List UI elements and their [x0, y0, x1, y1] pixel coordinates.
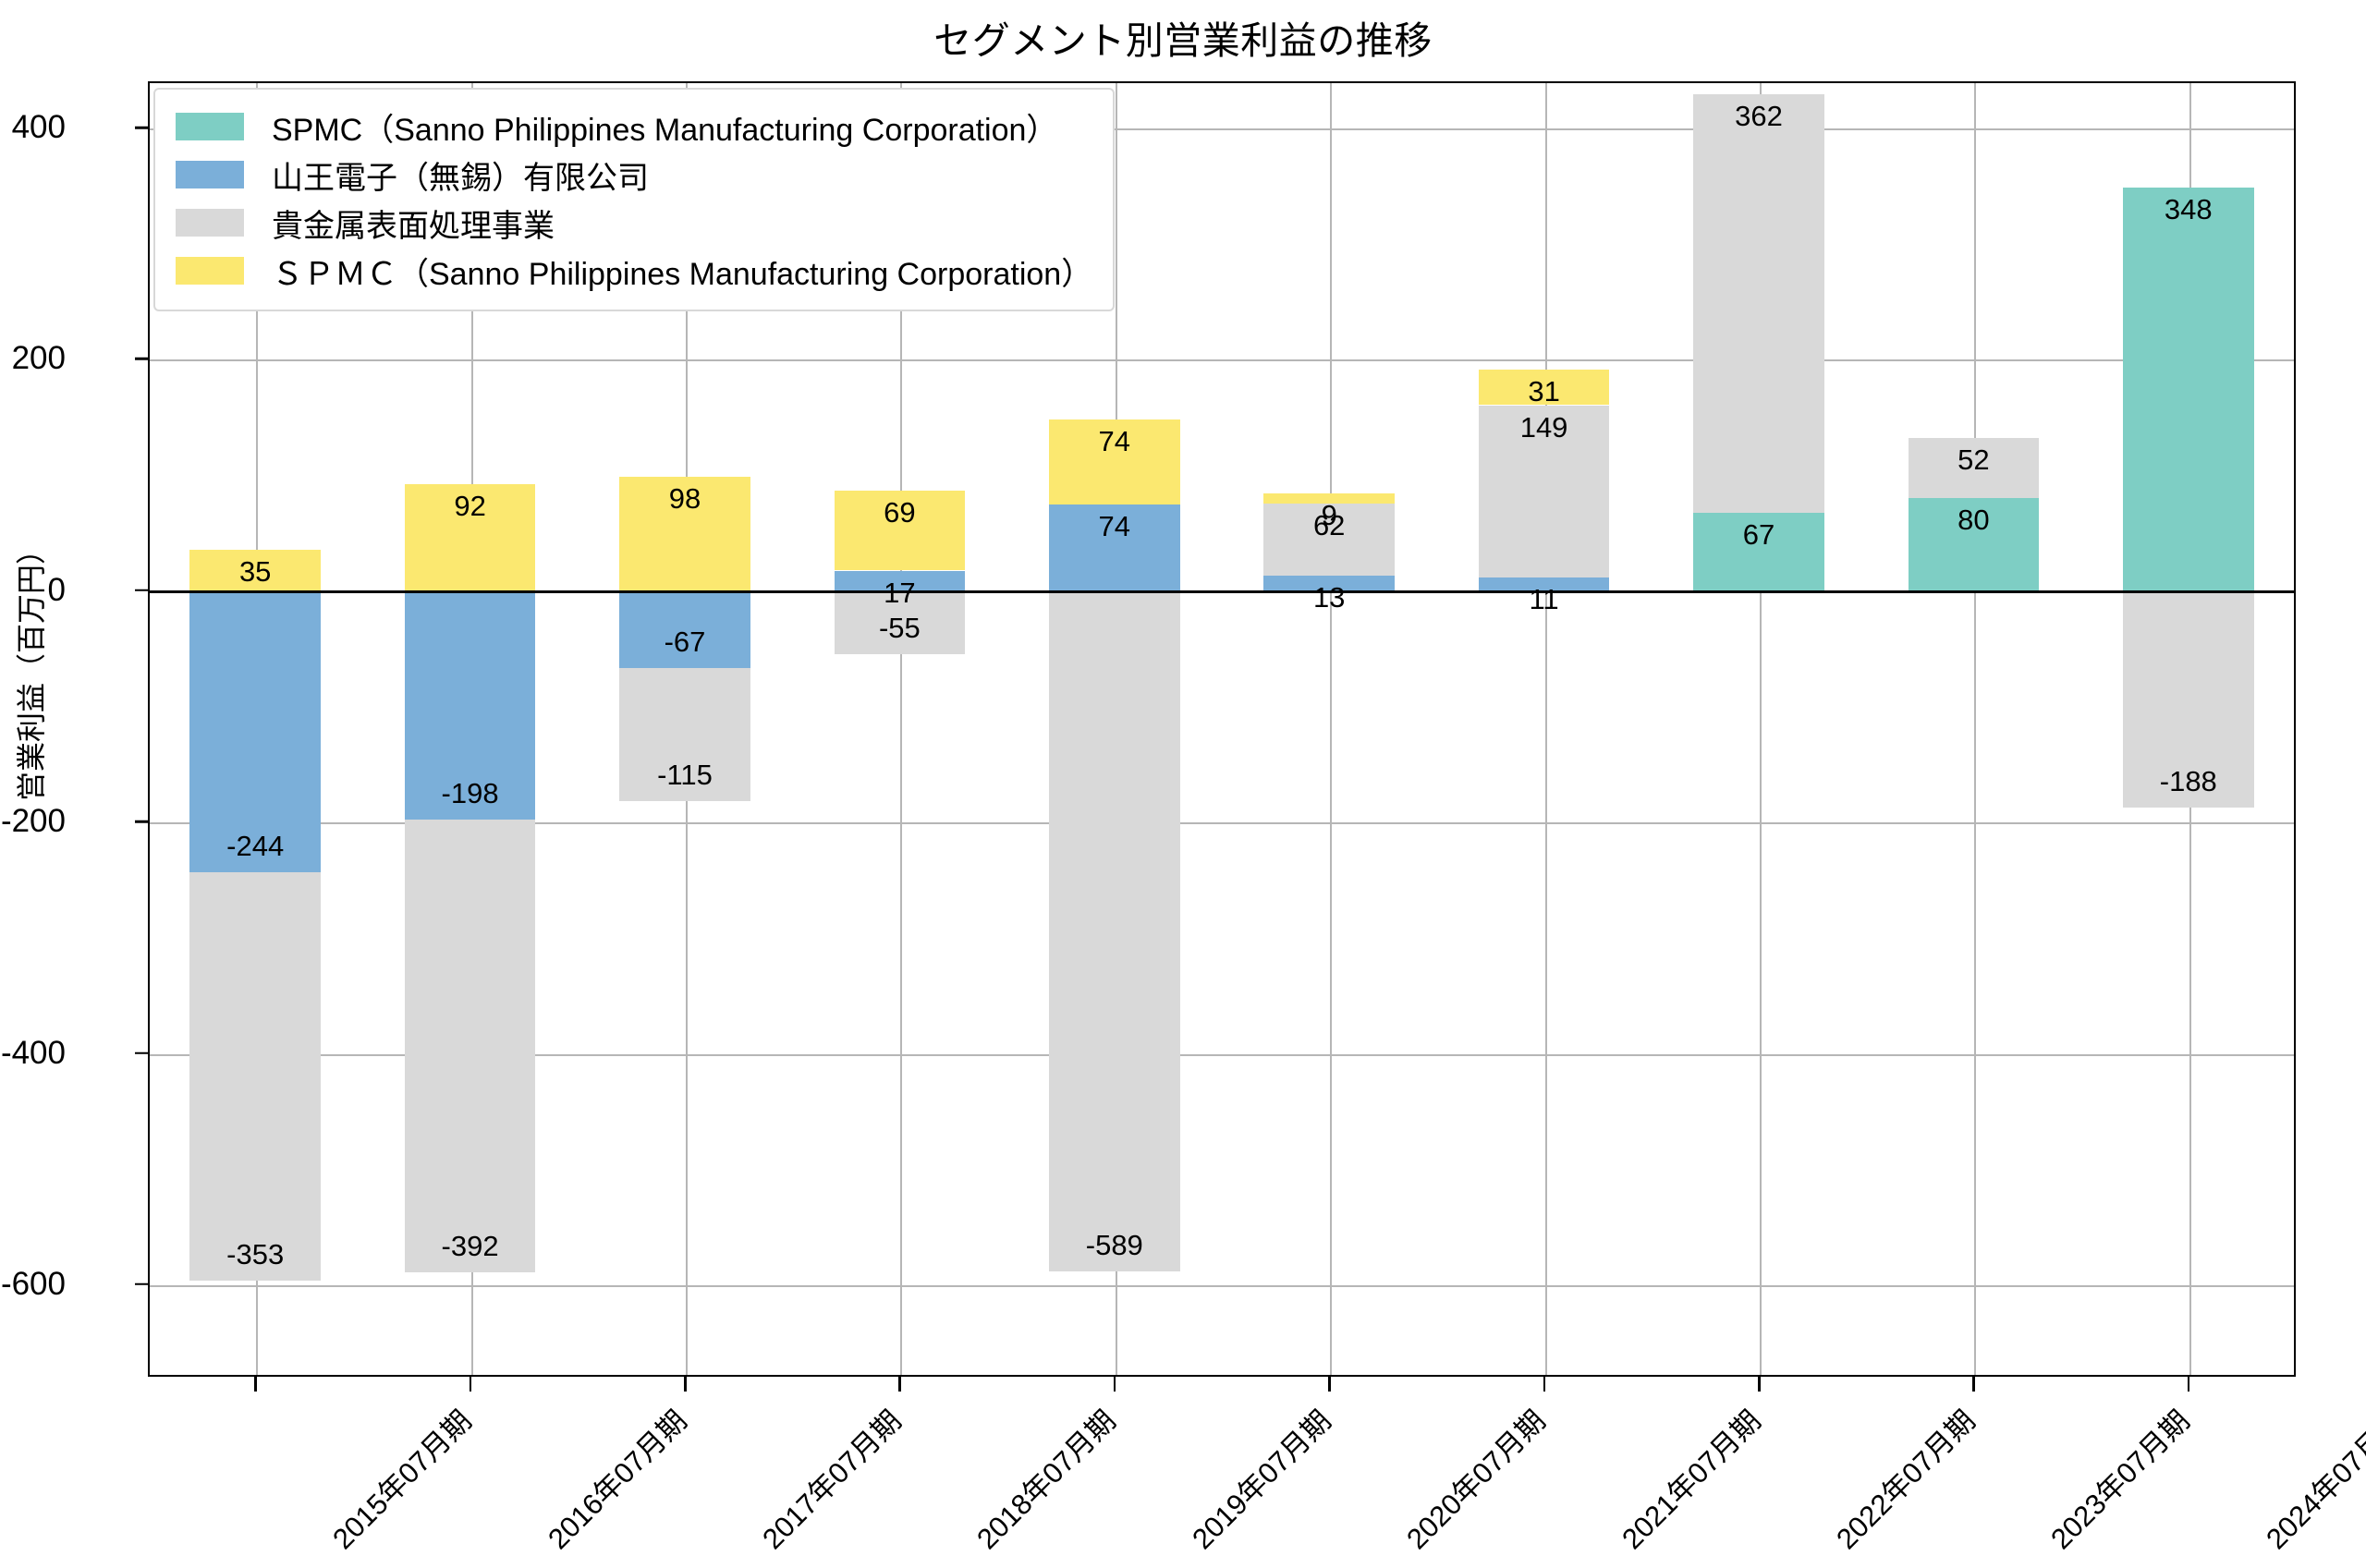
bar-group[interactable]: 67 362	[1693, 81, 1824, 1377]
x-axis-tick-label: 2024年07月期	[2259, 1404, 2366, 1556]
legend-item[interactable]: 山王電子（無錫）有限公司	[176, 151, 1092, 199]
bar-segment[interactable]	[1263, 492, 1396, 504]
y-axis-tick-label: 0	[47, 571, 66, 608]
page-title: セグメント別営業利益の推移	[933, 19, 1433, 62]
bar-segment[interactable]	[1263, 503, 1396, 576]
x-axis-tick-label: 2023年07月期	[2044, 1404, 2197, 1556]
x-axis-tick-label: 2017年07月期	[756, 1404, 908, 1556]
x-axis-tick-mark	[1113, 1377, 1116, 1392]
y-axis-tick-mark	[135, 1282, 148, 1286]
legend-item-label: ＳＰＭＣ（Sanno Philippines Manufacturing Cor…	[272, 256, 1093, 292]
bar-segment[interactable]	[1048, 504, 1180, 590]
gridline-vertical	[900, 83, 903, 1375]
x-axis-tick-label: 2021年07月期	[1615, 1404, 1767, 1556]
bar-segment[interactable]	[1908, 437, 2040, 498]
gridline-horizontal	[150, 128, 2294, 131]
y-axis-label: 営業利益（百万円）	[15, 535, 48, 802]
legend-item[interactable]: 貴金属表面処理事業	[176, 199, 1092, 247]
y-axis-tick-label: -600	[0, 1265, 66, 1302]
legend-item[interactable]: SPMC（Sanno Philippines Manufacturing Cor…	[176, 103, 1092, 151]
bar-segment[interactable]	[1908, 497, 2040, 590]
bar-group[interactable]: 80 52	[1908, 81, 2040, 1377]
bar-segment[interactable]	[834, 570, 966, 590]
chart-legend: SPMC（Sanno Philippines Manufacturing Cor…	[153, 88, 1116, 311]
bar-segment[interactable]	[1263, 575, 1396, 590]
zero-baseline	[150, 590, 2294, 594]
y-axis-tick-label: 200	[11, 340, 66, 377]
bar-segment[interactable]	[619, 477, 750, 590]
bar-segment[interactable]	[189, 872, 322, 1282]
bar-segment[interactable]	[1048, 590, 1180, 1272]
bar-group[interactable]: 13 62 9	[1263, 81, 1396, 1377]
legend-item-label: 貴金属表面処理事業	[272, 208, 555, 244]
x-axis-tick-label: 2020年07月期	[1400, 1404, 1553, 1556]
bar-segment[interactable]	[1693, 93, 1824, 513]
bar-group[interactable]: 348 -188	[2122, 81, 2254, 1377]
bar-segment[interactable]	[404, 590, 536, 820]
x-axis-tick-mark	[1972, 1377, 1975, 1392]
bar-segment[interactable]	[2122, 590, 2254, 808]
bar-segment[interactable]	[1478, 369, 1610, 406]
legend-swatch-icon	[176, 209, 244, 237]
y-axis-tick-label: -200	[0, 803, 66, 840]
bar-segment[interactable]	[2122, 188, 2254, 590]
gridline-vertical	[1974, 83, 1977, 1375]
x-axis-tick-label: 2016年07月期	[541, 1404, 693, 1556]
bar-segment[interactable]	[1048, 419, 1180, 505]
x-axis-tick-mark	[469, 1377, 472, 1392]
bar-group[interactable]: -198 -392 92	[404, 81, 536, 1377]
gridline-horizontal	[150, 359, 2294, 362]
x-axis-tick-mark	[684, 1377, 687, 1392]
x-axis-tick-mark	[898, 1377, 901, 1392]
gridline-vertical	[1760, 83, 1762, 1375]
legend-item-label: 山王電子（無錫）有限公司	[272, 160, 649, 196]
x-axis-tick-mark	[1328, 1377, 1331, 1392]
x-axis-tick-label: 2022年07月期	[1830, 1404, 1982, 1556]
gridline-vertical	[1330, 83, 1333, 1375]
bar-segment[interactable]	[404, 483, 536, 590]
gridline-horizontal	[150, 1284, 2294, 1287]
y-axis-tick-mark	[135, 589, 148, 592]
x-axis-tick-label: 2019年07月期	[1185, 1404, 1337, 1556]
x-axis-tick-mark	[1758, 1377, 1761, 1392]
y-axis-tick-label: 400	[11, 109, 66, 146]
bar-group[interactable]: 17 -55 69	[834, 81, 966, 1377]
bar-group[interactable]: 11 149 31	[1478, 81, 1610, 1377]
y-axis-tick-mark	[135, 1051, 148, 1054]
bar-segment[interactable]	[619, 667, 750, 801]
x-axis-tick-label: 2018年07月期	[970, 1404, 1123, 1556]
y-axis-tick-label: -400	[0, 1034, 66, 1071]
gridline-horizontal	[150, 1053, 2294, 1056]
legend-swatch-icon	[176, 257, 244, 285]
x-axis-tick-mark	[1543, 1377, 1546, 1392]
bar-segment[interactable]	[1478, 577, 1610, 590]
x-axis-tick-mark	[254, 1377, 257, 1392]
y-axis-tick-mark	[135, 358, 148, 360]
y-axis-tick-mark	[135, 126, 148, 129]
x-axis-tick-label: 2015年07月期	[326, 1404, 479, 1556]
bar-segment[interactable]	[189, 549, 322, 590]
y-axis-tick-mark	[135, 820, 148, 823]
bar-segment[interactable]	[834, 491, 966, 571]
legend-item-label: SPMC（Sanno Philippines Manufacturing Cor…	[272, 112, 1058, 148]
legend-item[interactable]: ＳＰＭＣ（Sanno Philippines Manufacturing Cor…	[176, 247, 1092, 295]
bar-segment[interactable]	[1478, 405, 1610, 578]
bar-segment[interactable]	[1693, 512, 1824, 590]
bar-segment[interactable]	[619, 590, 750, 668]
bar-segment[interactable]	[189, 590, 322, 873]
x-axis-tick-mark	[2187, 1377, 2190, 1392]
gridline-horizontal	[150, 822, 2294, 825]
legend-swatch-icon	[176, 113, 244, 140]
bar-segment[interactable]	[404, 819, 536, 1273]
legend-swatch-icon	[176, 161, 244, 188]
bar-segment[interactable]	[834, 590, 966, 654]
gridline-vertical	[1544, 83, 1547, 1375]
